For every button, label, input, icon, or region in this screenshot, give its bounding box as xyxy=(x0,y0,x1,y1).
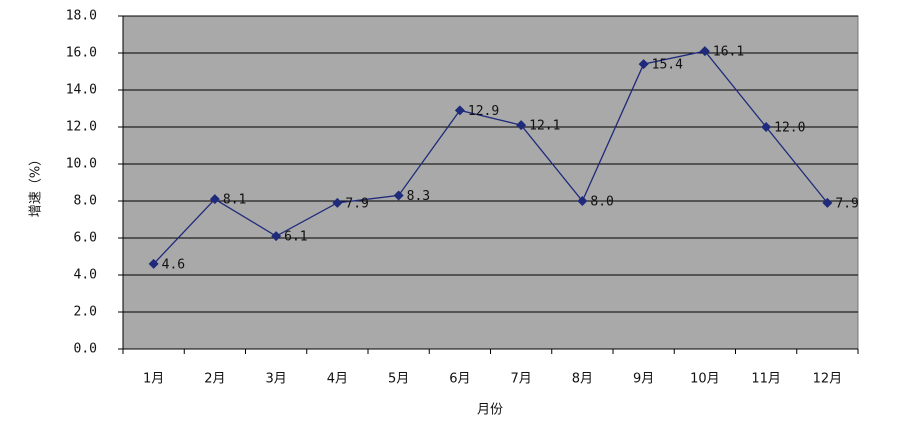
x-tick-label: 5月 xyxy=(388,372,409,387)
data-label: 12.9 xyxy=(468,104,499,119)
x-axis-label: 月份 xyxy=(477,403,503,418)
x-tick-label: 11月 xyxy=(751,372,781,387)
y-tick-label: 10.0 xyxy=(66,157,97,172)
data-label: 7.9 xyxy=(345,196,368,211)
data-point xyxy=(638,59,649,70)
data-point xyxy=(332,197,343,208)
x-tick-label: 9月 xyxy=(633,372,654,387)
data-label: 8.3 xyxy=(407,189,430,204)
y-tick-label: 0.0 xyxy=(74,342,97,357)
data-label: 16.1 xyxy=(713,45,744,60)
data-label: 6.1 xyxy=(284,230,307,245)
data-point xyxy=(454,105,465,116)
data-label: 15.4 xyxy=(652,58,683,73)
y-tick-label: 2.0 xyxy=(74,305,97,320)
plot-area xyxy=(122,15,859,350)
x-tick-label: 4月 xyxy=(327,372,348,387)
data-point xyxy=(699,46,710,57)
x-tick-label: 10月 xyxy=(690,372,720,387)
data-label: 12.1 xyxy=(529,119,560,134)
x-tick-label: 12月 xyxy=(813,372,843,387)
x-tick-label: 1月 xyxy=(143,372,164,387)
data-label: 12.0 xyxy=(774,121,805,136)
data-point xyxy=(271,231,282,242)
data-label: 8.0 xyxy=(590,195,613,210)
x-tick-label: 7月 xyxy=(510,372,531,387)
data-label: 7.9 xyxy=(835,196,858,211)
x-tick-label: 3月 xyxy=(265,372,286,387)
data-point xyxy=(393,190,404,201)
x-tick-label: 6月 xyxy=(449,372,470,387)
data-point xyxy=(822,197,833,208)
y-tick-label: 18.0 xyxy=(66,9,97,24)
y-tick-label: 4.0 xyxy=(74,268,97,283)
data-line xyxy=(153,50,828,265)
y-tick-label: 6.0 xyxy=(74,231,97,246)
data-point xyxy=(577,196,588,206)
y-tick-label: 14.0 xyxy=(66,83,97,98)
y-tick-label: 8.0 xyxy=(74,194,97,209)
data-label: 4.6 xyxy=(162,257,185,272)
x-tick-label: 8月 xyxy=(572,372,593,387)
data-point xyxy=(761,122,772,132)
data-point xyxy=(148,258,159,269)
y-tick-label: 16.0 xyxy=(66,46,97,61)
data-label: 8.1 xyxy=(223,193,246,208)
y-axis-label: 增速（%） xyxy=(29,153,44,217)
data-point xyxy=(209,194,220,205)
x-tick-label: 2月 xyxy=(204,372,225,387)
y-tick-label: 12.0 xyxy=(66,120,97,135)
data-point xyxy=(516,120,527,131)
